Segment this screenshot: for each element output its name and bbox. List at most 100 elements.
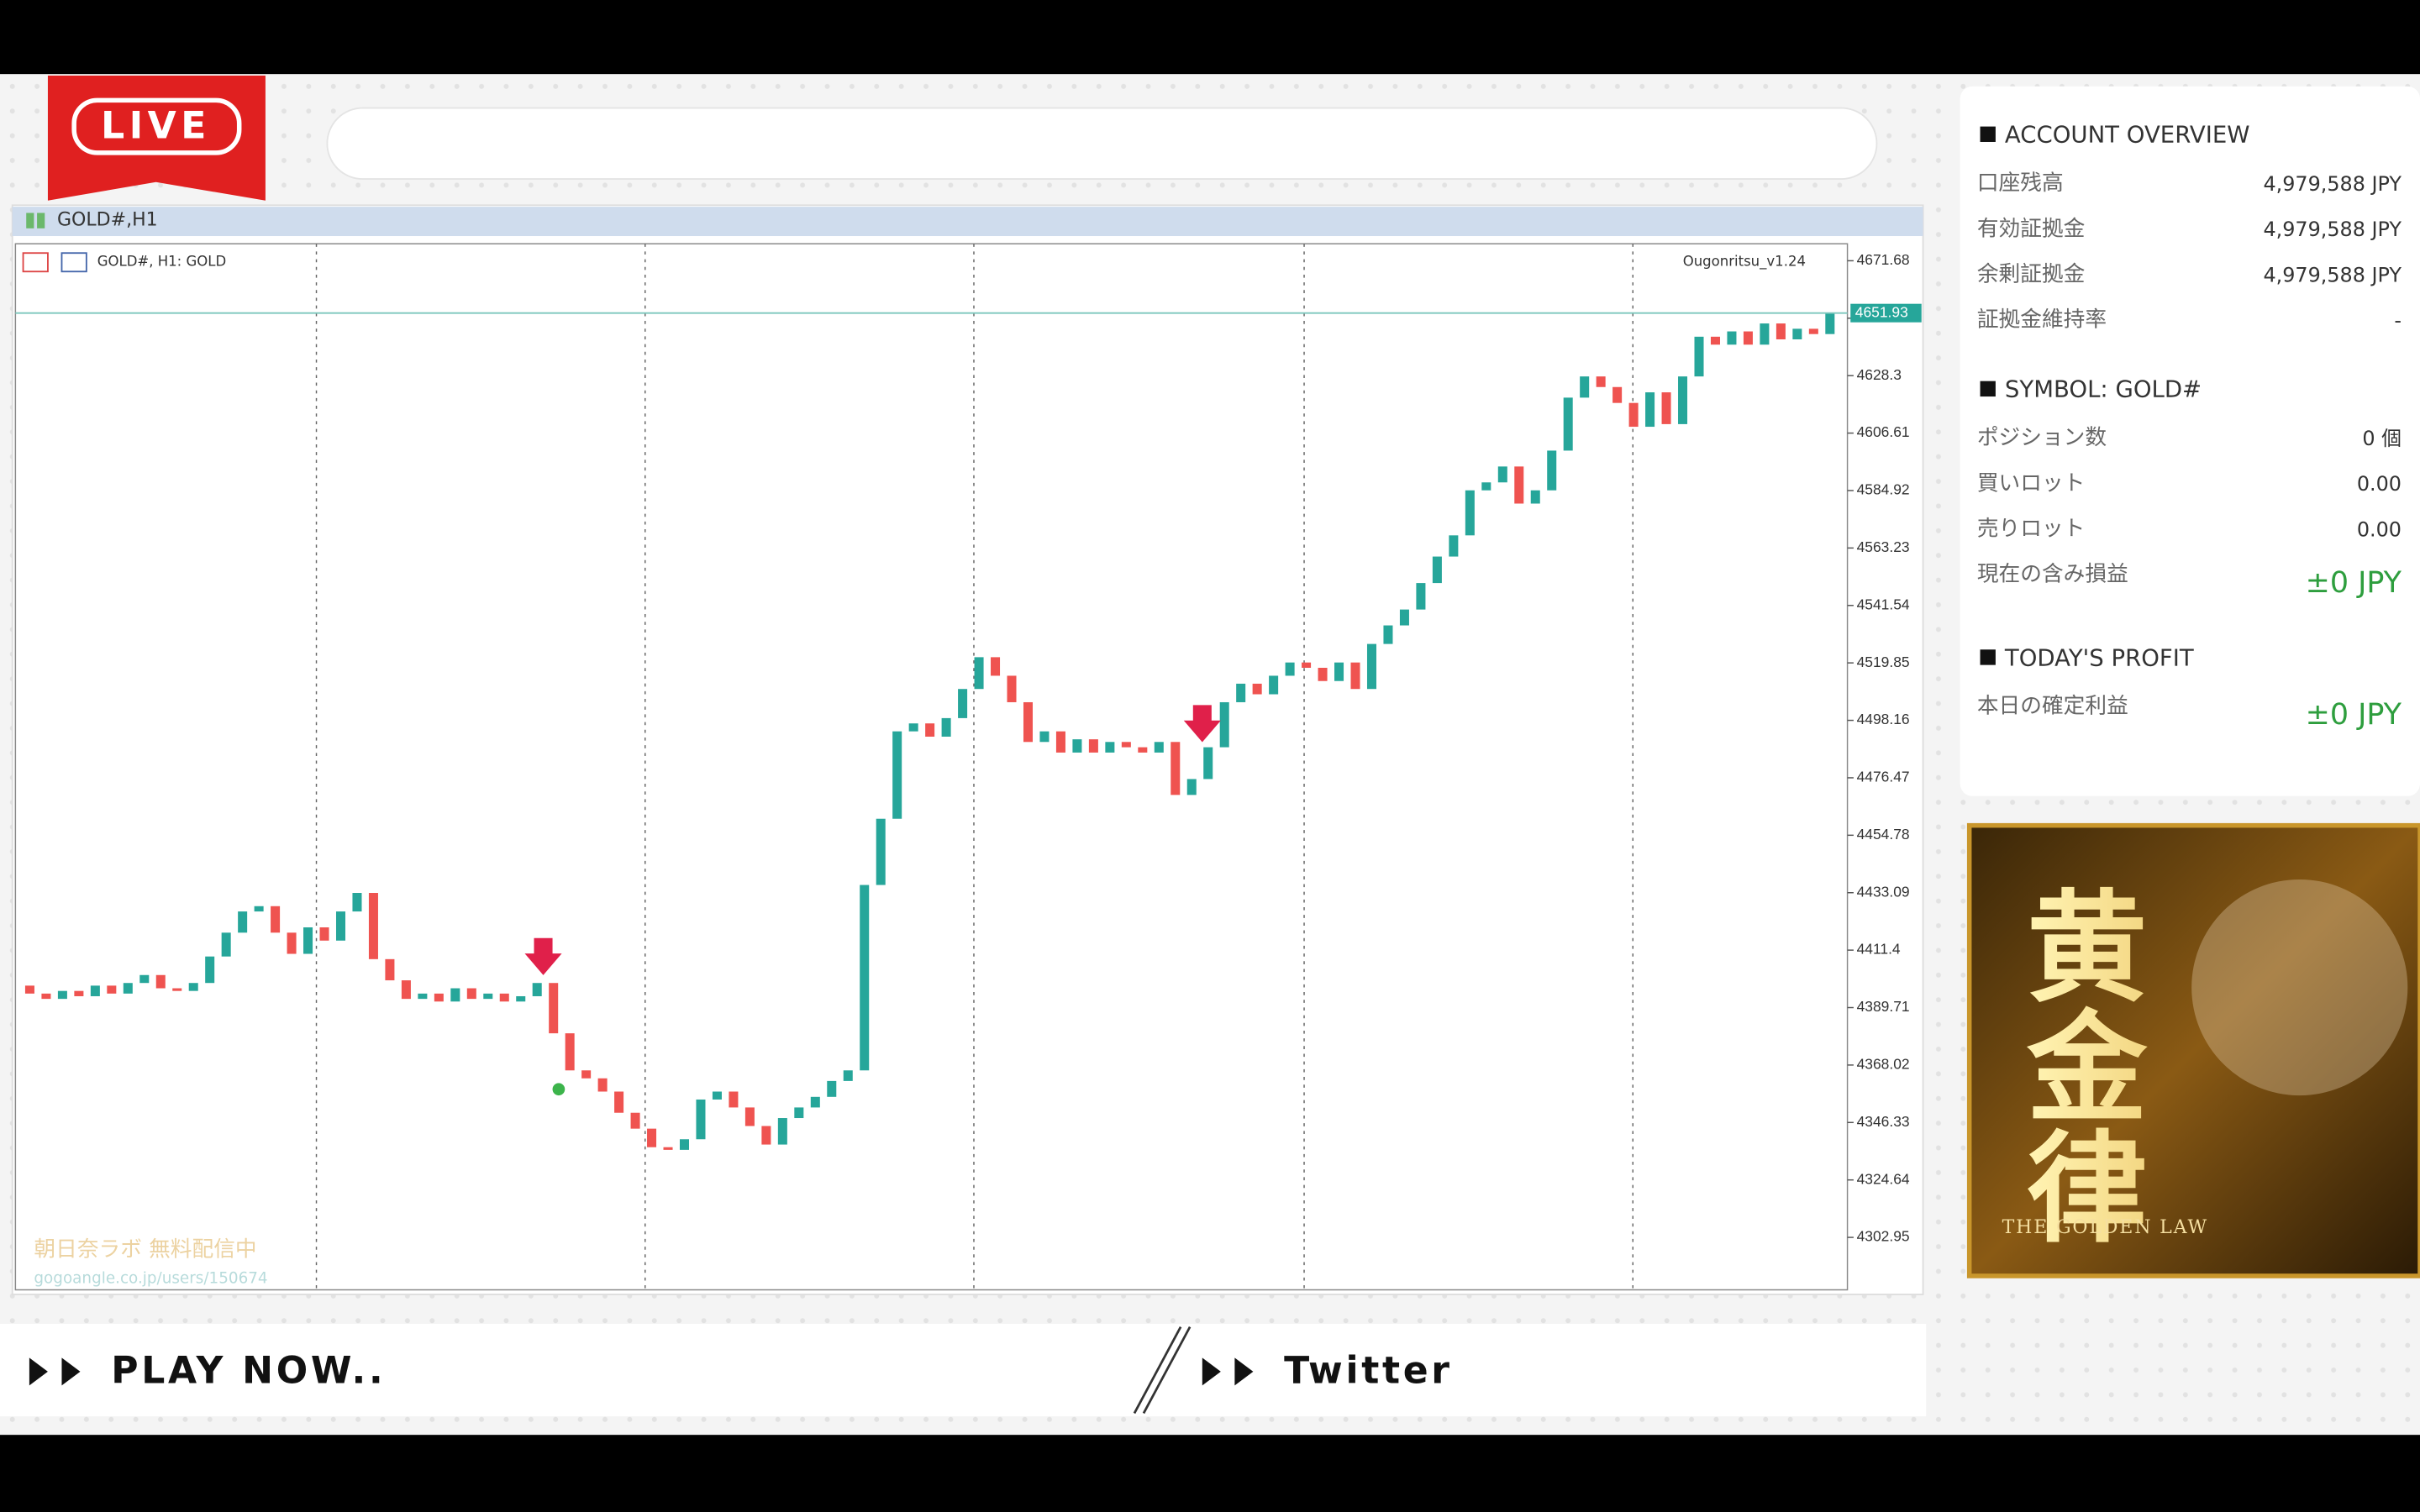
candle-body xyxy=(1055,731,1065,753)
section-title: SYMBOL: GOLD# xyxy=(2005,376,2202,403)
candle-body xyxy=(843,1070,853,1081)
candle-body xyxy=(418,993,428,1000)
row-label: 証拠金維持率 xyxy=(1977,307,2107,333)
candle-body xyxy=(1269,675,1279,695)
candle-body xyxy=(1383,625,1393,644)
watermark-url: gogoangle.co.jp/users/150674 xyxy=(34,1270,267,1288)
live-badge: LIVE xyxy=(47,76,266,201)
watermark: 朝日奈ラボ 無料配信中 xyxy=(34,1236,256,1262)
chart-window: GOLD#,H1 GOLD#, H1: GOLD Ougonritsu_v1.2… xyxy=(11,204,1924,1295)
candle-body xyxy=(401,980,411,1000)
candle-body xyxy=(1350,662,1360,690)
y-tick-label: 4584.92 xyxy=(1857,481,1910,498)
row-label: 本日の確定利益 xyxy=(1977,694,2128,719)
candle-body xyxy=(1776,323,1786,340)
candle-body xyxy=(1072,739,1082,753)
y-tick-label: 4628.3 xyxy=(1857,366,1902,383)
candle-body xyxy=(155,974,166,989)
y-tick-label: 4454.78 xyxy=(1857,826,1910,843)
candle-body xyxy=(532,983,542,996)
candle-body xyxy=(1318,667,1328,681)
candle-body xyxy=(516,995,526,1002)
symbol-label: GOLD#, H1: GOLD xyxy=(97,254,227,270)
candle-body xyxy=(352,893,362,912)
y-tick-label: 4346.33 xyxy=(1857,1113,1910,1130)
candle-body xyxy=(335,911,346,941)
candle-body xyxy=(368,893,378,959)
row-label: 有効証拠金 xyxy=(1977,216,2086,241)
y-tick-label: 4606.61 xyxy=(1857,423,1910,440)
row-label: 現在の含み損益 xyxy=(1977,562,2128,587)
candle-body xyxy=(1154,742,1164,753)
y-tick-label: 4563.23 xyxy=(1857,538,1910,555)
candle-body xyxy=(1416,583,1426,610)
candle-body xyxy=(107,985,117,994)
candle-body xyxy=(1465,490,1475,536)
row-label: 余剰証拠金 xyxy=(1977,261,2086,286)
play-now[interactable]: PLAY NOW.. xyxy=(111,1350,386,1393)
candle-body xyxy=(1366,643,1376,690)
candle-body xyxy=(876,818,886,885)
candle-body xyxy=(1514,466,1524,504)
candle-body xyxy=(647,1128,657,1147)
candle-body xyxy=(188,983,198,991)
candle-body xyxy=(303,927,313,954)
banner-subtitle: THE GOLDEN LAW xyxy=(2002,1217,2208,1238)
y-tick-label: 4519.85 xyxy=(1857,654,1910,670)
candle-body xyxy=(974,657,984,690)
row-value: ±0 JPY xyxy=(2306,698,2402,732)
candle-body xyxy=(57,990,67,1000)
twitter-link[interactable]: Twitter xyxy=(1284,1350,1453,1393)
candle-body xyxy=(1808,328,1818,334)
row-value: 4,979,588 JPY xyxy=(2263,172,2402,196)
search-bar[interactable] xyxy=(326,107,1878,180)
candle-body xyxy=(254,906,264,912)
indicator-label: Ougonritsu_v1.24 xyxy=(1683,254,1806,270)
candle-body xyxy=(860,885,870,1071)
account-panel: ACCOUNT OVERVIEW 口座残高 4,979,588 JPY 有効証拠金 4… xyxy=(1960,86,2420,796)
candle-body xyxy=(1596,376,1606,387)
candle-body xyxy=(287,932,297,954)
current-price-label: 4651.93 xyxy=(1855,303,1908,320)
candle-body xyxy=(679,1139,690,1150)
candle-body xyxy=(941,717,951,737)
row-value: 4,979,588 JPY xyxy=(2263,263,2402,286)
candle-body xyxy=(827,1080,837,1097)
footer-bar: PLAY NOW.. Twitter xyxy=(0,1323,1927,1417)
banner-title: 黄金律 xyxy=(2007,884,2148,1245)
candle-body xyxy=(1007,675,1017,702)
candle-body xyxy=(1285,662,1295,676)
candle-body xyxy=(221,932,231,957)
candle-body xyxy=(1710,336,1720,345)
candle-body xyxy=(581,1070,592,1079)
candle-body xyxy=(1334,662,1344,681)
current-price-box xyxy=(1850,303,1922,323)
row-value: - xyxy=(2394,308,2402,332)
candle-body xyxy=(908,723,918,732)
row-label: 買いロット xyxy=(1977,470,2086,496)
candle-body xyxy=(1138,747,1148,753)
candle-body xyxy=(663,1147,673,1150)
candle-body xyxy=(892,731,902,819)
candle-body xyxy=(1023,701,1033,743)
candle-body xyxy=(434,993,444,1002)
candle-body xyxy=(41,993,51,1000)
candle-body xyxy=(630,1112,640,1129)
candle-body xyxy=(1792,328,1802,340)
candle-body xyxy=(549,983,559,1034)
candle-body xyxy=(1547,450,1557,491)
candle-body xyxy=(565,1033,575,1071)
candle-body xyxy=(1171,742,1181,795)
candle-body xyxy=(1760,323,1770,345)
candle-body xyxy=(74,990,84,996)
candle-body xyxy=(1105,742,1115,753)
candle-body xyxy=(1252,683,1262,695)
y-tick-label: 4541.54 xyxy=(1857,596,1910,612)
candle-body xyxy=(1302,662,1312,668)
candle-body xyxy=(1432,556,1442,584)
window-title: GOLD#,H1 xyxy=(57,210,158,231)
candle-body xyxy=(205,956,215,984)
row-value: 0.00 xyxy=(2357,517,2402,541)
candle-body xyxy=(744,1107,755,1126)
